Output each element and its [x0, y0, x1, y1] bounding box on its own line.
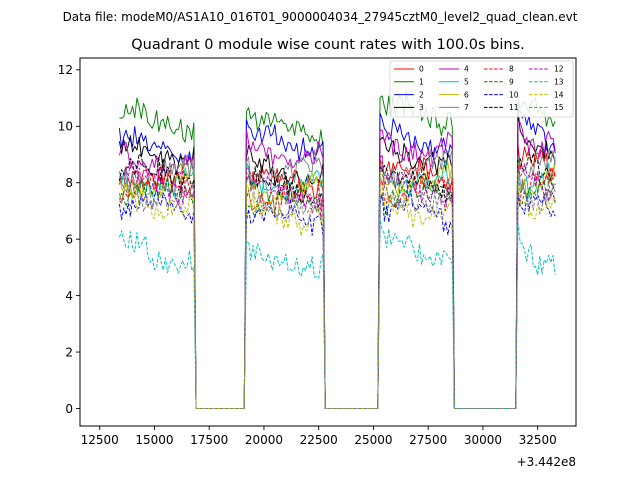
x-tick-label: 15000 — [135, 433, 173, 447]
legend-label-2: 2 — [419, 90, 424, 99]
chart-suptitle: Data file: modeM0/AS1A10_016T01_90000040… — [63, 10, 578, 24]
legend-label-6: 6 — [464, 90, 469, 99]
x-tick-label: 25000 — [354, 433, 392, 447]
series-line-12 — [118, 154, 556, 409]
y-tick-label: 0 — [65, 402, 73, 416]
legend-label-8: 8 — [509, 65, 514, 74]
legend-label-0: 0 — [419, 65, 424, 74]
y-tick-label: 8 — [65, 176, 73, 190]
x-tick-label: 12500 — [81, 433, 119, 447]
y-tick-label: 10 — [58, 120, 73, 134]
series-layer — [118, 89, 556, 409]
plot-frame — [79, 57, 577, 427]
y-tick-label: 12 — [58, 63, 73, 77]
x-tick-label: 27500 — [409, 433, 447, 447]
series-line-14 — [119, 170, 556, 409]
series-line-15 — [118, 167, 556, 409]
series-line-9 — [118, 176, 556, 409]
x-tick-label: 20000 — [245, 433, 283, 447]
legend-label-9: 9 — [509, 78, 514, 87]
series-line-3 — [118, 108, 556, 409]
chart-title: Quadrant 0 module wise count rates with … — [131, 37, 525, 53]
series-line-10 — [118, 189, 556, 409]
y-tick-label: 4 — [65, 289, 73, 303]
x-axis: 12500 15000 17500 20000 22500 25000 27500 30000… — [81, 426, 557, 447]
series-line-1 — [119, 89, 556, 409]
legend-label-13: 13 — [554, 78, 564, 87]
legend-label-7: 7 — [464, 103, 469, 112]
y-axis: 0 2 4 6 8 10 12 — [58, 63, 80, 416]
series-line-13 — [118, 219, 556, 409]
legend-label-15: 15 — [554, 103, 564, 112]
legend-label-14: 14 — [554, 90, 564, 99]
y-tick-label: 2 — [65, 345, 73, 359]
y-tick-label: 6 — [65, 232, 73, 246]
x-tick-label: 22500 — [300, 433, 338, 447]
x-axis-offset-label: +3.442e8 — [517, 455, 576, 469]
legend-label-5: 5 — [464, 78, 469, 87]
legend-label-11: 11 — [509, 103, 519, 112]
legend-label-10: 10 — [509, 90, 519, 99]
legend-label-4: 4 — [464, 65, 469, 74]
x-tick-label: 32500 — [519, 433, 557, 447]
x-tick-label: 30000 — [464, 433, 502, 447]
legend-label-3: 3 — [419, 103, 424, 112]
x-tick-label: 17500 — [190, 433, 228, 447]
legend-label-1: 1 — [419, 78, 424, 87]
series-line-8 — [119, 166, 556, 409]
legend-label-12: 12 — [554, 65, 564, 74]
legend-box — [389, 60, 574, 118]
